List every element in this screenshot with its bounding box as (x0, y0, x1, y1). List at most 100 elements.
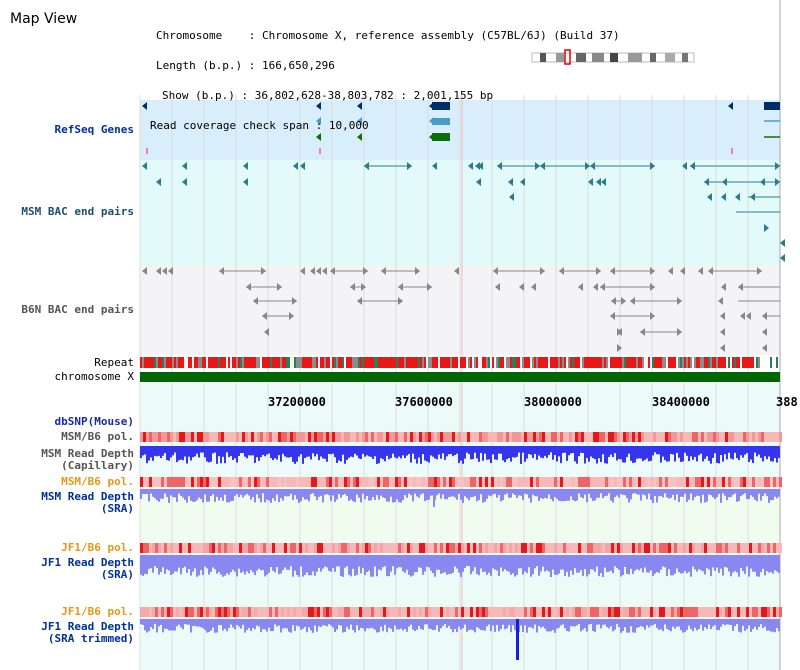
read-depth-bar (684, 489, 686, 494)
read-depth-bar (308, 619, 310, 628)
b6n-bac-arrow (740, 312, 745, 320)
track-label-msm-bac[interactable]: MSM BAC end pairs (21, 205, 134, 218)
read-depth-bar (384, 619, 386, 625)
read-depth-bar (662, 489, 664, 498)
repeat-segment (390, 357, 392, 368)
length-value: 166,650,296 (261, 59, 335, 72)
polymorphism-cell (611, 607, 614, 617)
polymorphism-cell (257, 432, 260, 442)
read-depth-bar (748, 555, 750, 577)
read-depth-bar (382, 619, 384, 632)
track-label-refseq[interactable]: RefSeq Genes (54, 123, 134, 136)
read-depth-bar (742, 489, 744, 495)
msm-bac-arrow (243, 178, 248, 186)
read-depth-bar (622, 555, 624, 576)
track-label-jf1-pol-trimmed[interactable]: JF1/B6 pol. (61, 605, 134, 618)
repeat-segment (754, 357, 756, 368)
repeat-segment (246, 357, 248, 368)
repeat-segment (146, 357, 148, 368)
polymorphism-cell (599, 477, 602, 487)
bac-end-arrow (708, 267, 713, 275)
read-depth-bar (498, 619, 500, 632)
polymorphism-cell (695, 607, 698, 617)
read-depth-bar (670, 489, 672, 498)
polymorphism-cell (686, 607, 689, 617)
polymorphism-cell (434, 543, 437, 553)
track-label-msm-depth-sra[interactable]: MSM Read Depth (SRA) (20, 491, 134, 515)
polymorphism-cell (680, 432, 683, 442)
polymorphism-cell (596, 477, 599, 487)
read-depth-bar (236, 619, 238, 625)
repeat-segment (670, 357, 672, 368)
read-depth-bar (320, 555, 322, 572)
read-depth-bar (222, 555, 224, 577)
polymorphism-cell (197, 477, 200, 487)
read-depth-bar (668, 555, 670, 570)
read-depth-bar (288, 555, 290, 570)
repeat-segment (730, 357, 732, 368)
polymorphism-cell (719, 543, 722, 553)
read-depth-bar (584, 489, 586, 495)
read-depth-bar (290, 446, 292, 457)
polymorphism-cell (701, 477, 704, 487)
polymorphism-cell (479, 543, 482, 553)
polymorphism-cell (290, 477, 293, 487)
read-depth-bar (248, 619, 250, 629)
repeat-segment (148, 357, 150, 368)
polymorphism-cell (683, 607, 686, 617)
polymorphism-cell (179, 607, 182, 617)
polymorphism-cell (650, 543, 653, 553)
read-depth-bar (380, 555, 382, 571)
read-depth-bar (478, 446, 480, 462)
bac-end-arrow (219, 267, 224, 275)
track-label-msm-pol-capillary[interactable]: MSM/B6 pol. (61, 430, 134, 443)
repeat-segment (298, 357, 300, 368)
read-depth-bar (594, 446, 596, 460)
polymorphism-cell (290, 607, 293, 617)
msm-bac-arrow (243, 162, 248, 170)
read-depth-bar (662, 446, 664, 457)
read-depth-bar (404, 555, 406, 573)
polymorphism-cell (527, 432, 530, 442)
read-depth-bar (282, 619, 284, 629)
track-label-msm-depth-capillary[interactable]: MSM Read Depth (Capillary) (20, 448, 134, 472)
polymorphism-cell (419, 607, 422, 617)
read-depth-bar (154, 555, 156, 567)
track-label-msm-pol-sra[interactable]: MSM/B6 pol. (61, 475, 134, 488)
polymorphism-cell (644, 543, 647, 553)
read-depth-bar (262, 619, 264, 630)
polymorphism-cell (761, 477, 764, 487)
polymorphism-cell (152, 432, 155, 442)
read-depth-bar (416, 555, 418, 573)
track-label-jf1-depth-sra[interactable]: JF1 Read Depth (SRA) (20, 557, 134, 581)
read-depth-bar (390, 555, 392, 572)
polymorphism-cell (641, 543, 644, 553)
read-depth-bar (452, 489, 454, 497)
read-depth-bar (502, 555, 504, 572)
read-depth-bar (508, 619, 510, 626)
read-depth-bar (620, 555, 622, 577)
repeat-segment (524, 357, 526, 368)
track-label-jf1-pol-sra[interactable]: JF1/B6 pol. (61, 541, 134, 554)
track-label-jf1-depth-trimmed[interactable]: JF1 Read Depth (SRA trimmed) (20, 621, 134, 645)
polymorphism-cell (668, 543, 671, 553)
read-depth-bar (700, 619, 702, 625)
read-depth-bar (510, 489, 512, 498)
repeat-segment (356, 357, 358, 368)
repeat-segment (364, 357, 366, 368)
read-depth-bar (754, 555, 756, 572)
repeat-segment (398, 357, 400, 368)
polymorphism-cell (773, 477, 776, 487)
polymorphism-cell (650, 607, 653, 617)
read-depth-bar (596, 619, 598, 625)
repeat-segment (684, 357, 686, 368)
read-depth-bar (354, 446, 356, 454)
read-depth-bar (202, 555, 204, 575)
read-depth-bar (500, 489, 502, 502)
polymorphism-cell (509, 543, 512, 553)
track-label-b6n-bac[interactable]: B6N BAC end pairs (21, 303, 134, 316)
polymorphism-cell (287, 477, 290, 487)
read-depth-bar (180, 489, 182, 496)
track-label-dbsnp[interactable]: dbSNP(Mouse) (54, 415, 134, 428)
